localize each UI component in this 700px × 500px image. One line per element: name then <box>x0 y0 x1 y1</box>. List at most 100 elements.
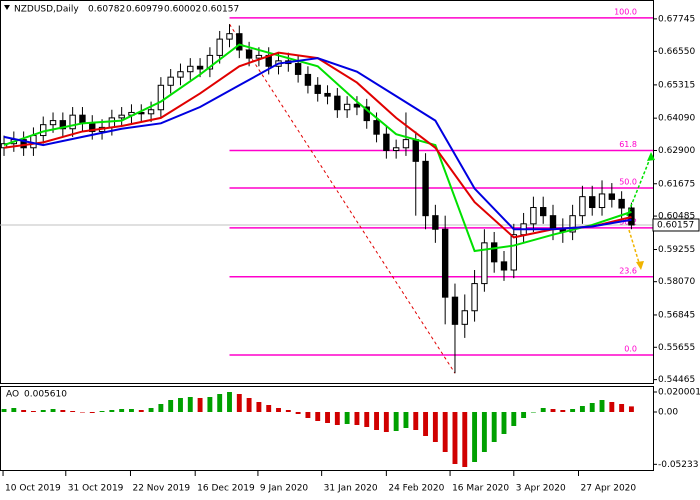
last-high: 0.60979 <box>126 5 163 15</box>
ao-bar <box>589 403 595 412</box>
candle-body <box>608 193 616 200</box>
y-tick-label: 0.60485 <box>658 212 695 222</box>
ao-bar <box>1 409 7 412</box>
ao-bar <box>432 412 438 442</box>
candle-body <box>118 114 125 119</box>
ao-bar <box>619 404 625 412</box>
ao-bar <box>40 410 46 412</box>
candle-body <box>255 54 263 59</box>
ao-bar <box>403 412 409 428</box>
candle-body <box>383 133 390 151</box>
ao-bar <box>295 412 301 414</box>
ao-bar <box>70 411 76 412</box>
ao-bar <box>442 412 448 452</box>
ao-y-tick-label: -0.05233 <box>658 460 698 470</box>
ao-bar <box>197 398 203 412</box>
x-tick-label: 27 Apr 2020 <box>580 484 636 494</box>
candle-body <box>79 114 86 124</box>
price-window <box>0 0 654 384</box>
ao-bar <box>168 400 174 412</box>
x-tick-label: 22 Nov 2019 <box>132 484 190 494</box>
ao-bar <box>325 412 330 423</box>
ao-bar <box>305 412 311 418</box>
ao-title: AO <box>6 390 19 400</box>
candle-body <box>441 228 449 298</box>
candle-body <box>471 283 478 312</box>
candle-body <box>147 109 155 115</box>
ao-bar <box>148 408 154 412</box>
candle-body <box>579 196 586 217</box>
ao-bar <box>570 409 576 412</box>
fib-label: 61.8 <box>619 140 637 149</box>
y-tick-label: 0.58070 <box>658 277 695 287</box>
ao-bar <box>521 412 527 418</box>
y-tick-label: 0.65315 <box>658 80 695 90</box>
y-tick-label: 0.55655 <box>658 343 695 353</box>
candle-body <box>510 234 517 271</box>
y-tick-label: 0.61675 <box>658 179 695 189</box>
candle-body <box>69 114 76 130</box>
x-tick-label: 31 Oct 2019 <box>68 484 124 494</box>
fib-label: 23.6 <box>619 266 637 275</box>
ao-bar <box>178 398 183 412</box>
last-price-label: 0.60157 <box>657 220 694 230</box>
candle-body <box>589 196 596 209</box>
candle-body <box>569 215 576 233</box>
ao-bar <box>60 410 66 412</box>
ao-bar <box>21 410 27 412</box>
ao-bar <box>285 410 291 412</box>
forecast-arrow-up <box>626 155 652 217</box>
candle-body <box>304 73 312 86</box>
candle-body <box>157 84 165 111</box>
ao-bar <box>452 412 458 464</box>
ao-bar <box>334 412 340 425</box>
candle-body <box>245 49 253 59</box>
candle-body <box>196 65 204 70</box>
ao-bar <box>256 402 262 412</box>
candle-body <box>294 63 302 75</box>
candle-body <box>226 33 233 40</box>
x-tick-label: 10 Oct 2019 <box>5 484 61 494</box>
candle-body <box>236 33 243 51</box>
ao-bar <box>129 409 134 412</box>
ao-bar <box>374 412 379 430</box>
fib-label: 0.0 <box>624 345 637 354</box>
ao-bar <box>119 409 125 412</box>
candle-body <box>324 92 331 97</box>
candle-body <box>422 160 429 217</box>
fib-label: 50.0 <box>619 177 637 186</box>
last-low: 0.60002 <box>164 5 201 15</box>
ao-bar <box>550 409 556 412</box>
candle-body <box>392 147 400 151</box>
candle-body <box>481 242 488 285</box>
ao-bar <box>246 398 252 412</box>
ao-bar <box>217 394 223 412</box>
ao-bar <box>491 412 497 442</box>
ao-bar <box>511 412 517 426</box>
ao-bar <box>207 397 213 412</box>
ao-bar <box>560 410 566 412</box>
candle-body <box>334 95 341 111</box>
y-tick-label: 0.64090 <box>658 114 695 124</box>
ao-bar <box>50 409 56 412</box>
candle-body <box>490 242 498 263</box>
moving-average <box>3 57 632 231</box>
ao-bar <box>315 412 321 421</box>
candle-body <box>451 296 459 325</box>
ao-bar <box>11 408 17 412</box>
fib-label: 100.0 <box>614 7 637 16</box>
ao-bar <box>383 412 389 432</box>
moving-average <box>3 43 632 253</box>
candle-body <box>363 106 370 122</box>
y-tick-label: 0.66550 <box>658 47 695 57</box>
candle-body <box>216 38 223 56</box>
x-tick-label: 16 Mar 2020 <box>452 484 509 494</box>
ao-bar <box>99 411 105 412</box>
y-tick-label: 0.56845 <box>658 310 695 320</box>
last-price-box <box>652 218 700 232</box>
x-tick-label: 31 Jan 2020 <box>324 484 378 494</box>
ao-bar <box>109 410 115 412</box>
ao-bar <box>393 412 399 431</box>
y-tick-label: 0.62900 <box>658 146 695 156</box>
ao-window <box>0 386 654 471</box>
